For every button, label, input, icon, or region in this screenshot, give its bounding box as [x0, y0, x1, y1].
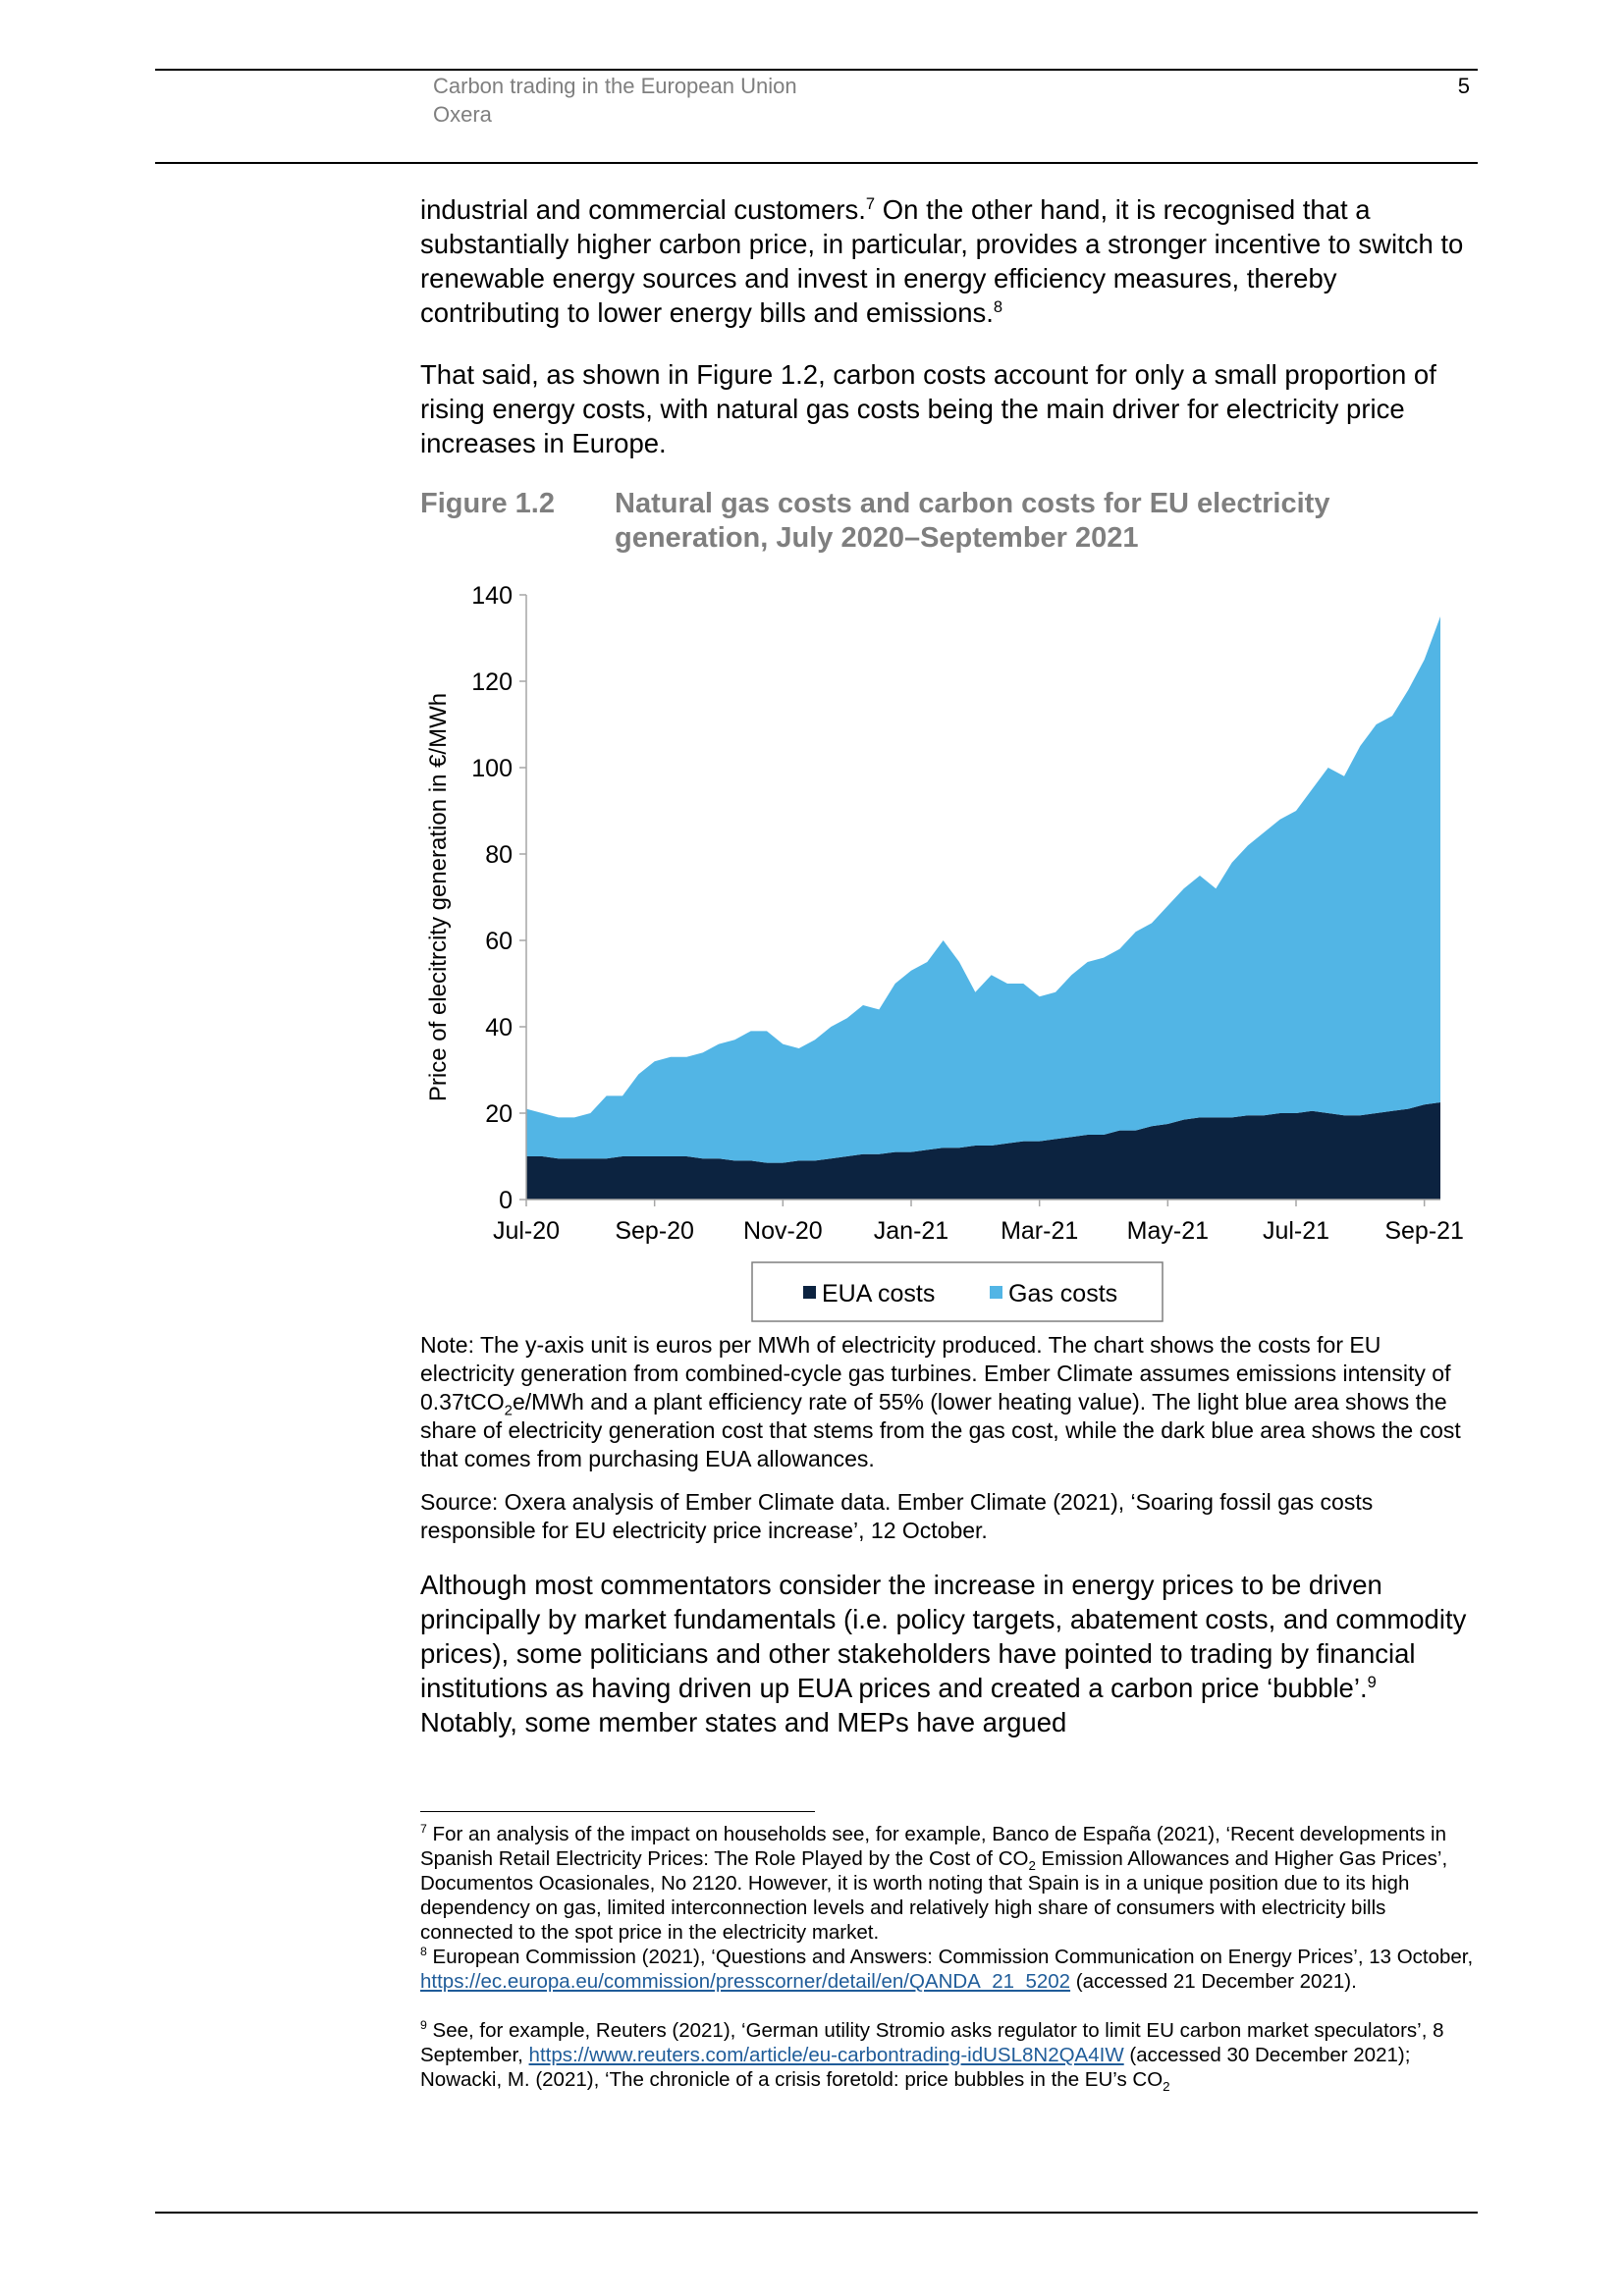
- text: Although most commentators consider the …: [420, 1570, 1467, 1703]
- y-tick-label: 0: [499, 1187, 513, 1214]
- paragraph: That said, as shown in Figure 1.2, carbo…: [420, 357, 1481, 460]
- x-tick-label: Jul-21: [1263, 1217, 1329, 1245]
- link[interactable]: https://www.reuters.com/article/eu-carbo…: [528, 2044, 1124, 2066]
- footnote-rule: [420, 1811, 815, 1812]
- area: [526, 616, 1440, 1163]
- footnote-ref: 7: [865, 194, 876, 213]
- text: Note: The y-axis unit is euros per MWh o…: [420, 1332, 1451, 1415]
- x-tick-label: Sep-20: [615, 1217, 694, 1245]
- footnote-ref: 9: [1367, 1673, 1377, 1691]
- legend-swatch: [990, 1286, 1002, 1299]
- text: (accessed 21 December 2021).: [1070, 1970, 1357, 1993]
- text: On the other hand, it is recognised that…: [420, 194, 1464, 328]
- text: European Commission (2021), ‘Questions a…: [432, 1946, 1474, 1968]
- text: (accessed 30 December 2021); Nowacki, M.…: [420, 2044, 1411, 2091]
- header-rule: [155, 69, 1478, 71]
- x-tick-label: Mar-21: [1001, 1217, 1078, 1245]
- text: Emission Allowances and Higher Gas Price…: [420, 1847, 1448, 1944]
- figure-label: Figure 1.2: [420, 488, 555, 519]
- legend-swatch: [803, 1286, 816, 1299]
- footnote: 7 For an analysis of the impact on house…: [420, 1822, 1481, 1945]
- y-axis-label: Price of elecitrcity generation in €/MWh: [425, 693, 452, 1101]
- footnote-ref: 8: [993, 297, 1003, 316]
- text: 2: [1028, 1858, 1036, 1874]
- paragraph: industrial and commercial customers.7 On…: [420, 192, 1481, 330]
- area: [526, 1102, 1440, 1200]
- footer-rule: [155, 2212, 1478, 2214]
- footnote-number: 9: [420, 2018, 427, 2033]
- y-tick-label: 20: [485, 1100, 513, 1128]
- footnote: 9 See, for example, Reuters (2021), ‘Ger…: [420, 2018, 1481, 2095]
- figure-note: Note: The y-axis unit is euros per MWh o…: [420, 1331, 1481, 1473]
- y-tick-label: 60: [485, 928, 513, 955]
- footnote: 8 European Commission (2021), ‘Questions…: [420, 1945, 1481, 1994]
- header-publisher: Oxera: [433, 102, 492, 127]
- chart: 0 20 40 60 80 100 120 140 Jul-20 Sep-20 Nov-20 Jan-…: [425, 582, 1464, 1322]
- text: Notably, some member states and MEPs hav…: [420, 1707, 1067, 1737]
- text: 2: [1163, 2079, 1170, 2095]
- x-tick-label: Jan-21: [874, 1217, 948, 1245]
- y-tick-label: 140: [471, 582, 513, 610]
- text: industrial and commercial customers.: [420, 194, 866, 225]
- x-tick-label: Jul-20: [493, 1217, 560, 1245]
- figure-source: Source: Oxera analysis of Ember Climate …: [420, 1489, 1374, 1543]
- legend-label: EUA costs: [822, 1280, 935, 1308]
- text: 2: [504, 1402, 513, 1419]
- header-rule: [155, 162, 1478, 164]
- text: See, for example, Reuters (2021), ‘Germa…: [420, 2019, 1444, 2066]
- page-number: 5: [1457, 74, 1470, 98]
- y-tick-label: 80: [485, 841, 513, 869]
- link[interactable]: https://ec.europa.eu/commission/presscor…: [420, 1970, 1071, 1993]
- legend-label: Gas costs: [1008, 1280, 1117, 1308]
- y-tick-label: 40: [485, 1014, 513, 1041]
- x-tick-label: Nov-20: [743, 1217, 823, 1245]
- paragraph: Although most commentators consider the …: [420, 1568, 1481, 1739]
- text: That said, as shown in Figure 1.2, carbo…: [420, 359, 1436, 458]
- x-tick-label: May-21: [1127, 1217, 1209, 1245]
- x-tick-label: Sep-21: [1384, 1217, 1464, 1245]
- y-tick-label: 100: [471, 755, 513, 782]
- figure-title: Natural gas costs and carbon costs for E…: [615, 488, 1330, 554]
- header-title: Carbon trading in the European Union: [433, 74, 797, 98]
- text: For an analysis of the impact on househo…: [420, 1823, 1446, 1870]
- text: e/MWh and a plant efficiency rate of 55%…: [420, 1389, 1461, 1471]
- y-tick-label: 120: [471, 668, 513, 696]
- footnote-number: 8: [420, 1945, 427, 1959]
- legend-box: [751, 1261, 1164, 1322]
- footnote-number: 7: [420, 1822, 427, 1837]
